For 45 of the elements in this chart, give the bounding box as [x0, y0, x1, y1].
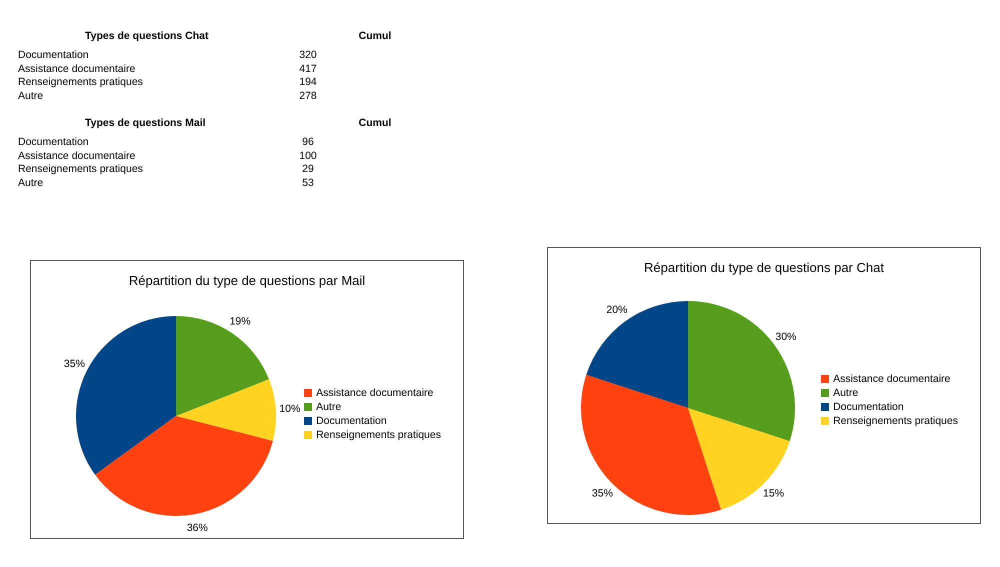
category-label: Documentation: [18, 49, 90, 62]
data-label: 194: [298, 76, 318, 90]
category-label: Renseignements pratiques: [18, 76, 144, 90]
text: Types de questions Chat: [84, 30, 210, 42]
category-label: Autre: [18, 176, 44, 190]
data-label: 20%: [606, 304, 628, 316]
legend-label: Renseignements pratiques: [316, 428, 441, 440]
pie-slice: [586, 301, 688, 408]
text: Cumul: [358, 30, 392, 42]
data-label: 35%: [592, 488, 613, 500]
legend-label: Autre: [833, 386, 858, 398]
data-label: 19%: [230, 316, 251, 328]
text: Cumul: [358, 117, 392, 129]
legend-label: Assistance documentaire: [833, 372, 950, 384]
data-label: 320: [298, 49, 318, 62]
legend-label: Assistance documentaire: [316, 386, 434, 398]
pie-slice: [176, 316, 269, 416]
pie-slice: [95, 416, 273, 516]
data-label: 100: [298, 150, 318, 163]
category-label: Autre: [18, 90, 44, 103]
text: Types de questions Mail: [84, 117, 207, 129]
category-label: Renseignements pratiques: [18, 163, 144, 176]
data-label: 15%: [763, 488, 784, 500]
legend-label: Autre: [316, 400, 342, 412]
pie-slice: [688, 301, 795, 442]
chart-title: Répartition du type de questions par Chat: [643, 260, 885, 277]
legend-label: Renseignements pratiques: [833, 414, 958, 426]
data-label: 278: [298, 90, 318, 103]
pie-slice: [176, 379, 276, 441]
legend-label: Documentation: [316, 414, 387, 426]
pie-slice: [688, 408, 790, 510]
data-label: 10%: [279, 402, 300, 415]
category-label: Assistance documentaire: [18, 62, 136, 76]
data-label: 96: [301, 136, 315, 150]
data-label: 30%: [775, 330, 796, 343]
chart-title: Répartition du type de questions par Mail: [128, 273, 366, 290]
data-label: 53: [301, 176, 315, 190]
pie-slice: [581, 374, 722, 515]
legend-label: Documentation: [833, 400, 904, 412]
category-label: Assistance documentaire: [18, 150, 136, 163]
category-label: Documentation: [18, 136, 90, 150]
data-label: 36%: [186, 522, 208, 534]
data-label: 35%: [64, 358, 85, 370]
data-label: 29: [301, 163, 315, 176]
data-label: 417: [298, 62, 318, 76]
